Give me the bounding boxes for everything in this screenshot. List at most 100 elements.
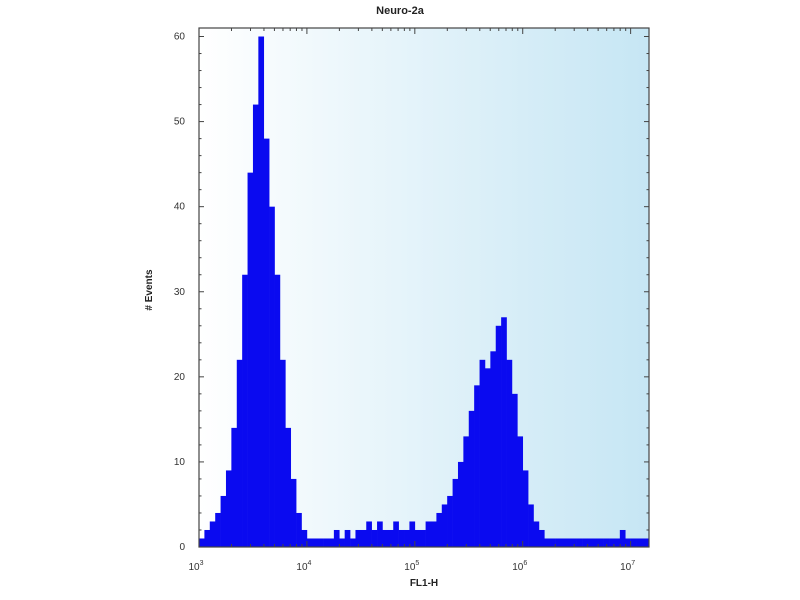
histogram-bar [598, 538, 604, 547]
histogram-bar [377, 521, 383, 547]
histogram-bar [468, 410, 475, 547]
histogram-bar [619, 529, 626, 547]
histogram-bar [393, 521, 399, 547]
histogram-bar [204, 529, 211, 547]
histogram-bar [452, 478, 459, 547]
histogram-bar [215, 512, 221, 547]
histogram-bar [457, 461, 464, 547]
histogram-bar [565, 538, 572, 547]
histogram-bar [209, 521, 216, 547]
histogram-bar [490, 351, 497, 547]
histogram-bar [506, 359, 513, 547]
histogram-bar [290, 478, 297, 547]
x-tick-label: 106 [512, 560, 527, 573]
histogram-bar [420, 529, 426, 547]
y-tick-label: 20 [174, 372, 186, 383]
histogram-bar [501, 317, 507, 547]
y-tick-label: 40 [174, 202, 186, 213]
histogram-bar [236, 359, 243, 547]
histogram-bar [463, 436, 470, 547]
y-tick-label: 0 [179, 542, 185, 553]
x-tick-label: 107 [620, 560, 635, 573]
histogram-bar [382, 529, 389, 547]
histogram-bar [344, 529, 351, 547]
y-axis-label: # Events [144, 269, 155, 311]
plot-frame [198, 27, 650, 548]
histogram-bar [258, 36, 265, 547]
histogram-bar [630, 538, 637, 547]
histogram-bar [484, 368, 491, 547]
histogram-bar [549, 538, 556, 547]
histogram-bar [252, 104, 259, 548]
histogram-bar [242, 274, 248, 547]
histogram-bar [263, 138, 270, 547]
histogram-bar [404, 529, 410, 547]
y-tick-label: 10 [174, 457, 186, 468]
histogram-bar [522, 470, 529, 547]
histogram-bar [220, 495, 227, 547]
histogram-bar [560, 538, 567, 547]
histogram-bar [247, 172, 254, 547]
histogram-bar [576, 538, 583, 547]
histogram-bar [269, 206, 275, 548]
histogram-bar [447, 495, 453, 547]
x-tick-label: 105 [404, 560, 419, 573]
histogram-bar [301, 529, 308, 547]
histogram-bar [339, 538, 345, 547]
x-tick-base: 10 [404, 562, 416, 573]
y-tick-label: 50 [174, 117, 186, 128]
x-tick-base: 10 [296, 562, 308, 573]
histogram-bar [511, 393, 518, 547]
histogram-bar [425, 521, 432, 547]
histogram-bar [582, 538, 588, 547]
histogram-bar [431, 521, 437, 547]
histogram-bar [333, 529, 340, 547]
y-tick-label: 60 [174, 32, 186, 43]
histogram-bar [328, 538, 335, 547]
histogram-bar [646, 538, 650, 547]
histogram-bar [366, 521, 372, 547]
histogram-bar [587, 538, 594, 547]
x-tick-exponent: 6 [523, 560, 527, 567]
x-tick-label: 104 [296, 560, 311, 573]
histogram-bar [625, 538, 631, 547]
histogram-bar [474, 385, 480, 547]
histogram-bar [479, 359, 486, 547]
histogram-bar [398, 529, 405, 547]
histogram-bar [603, 538, 610, 547]
histogram-bar [592, 538, 599, 547]
histogram-bar [533, 521, 540, 547]
histogram-bar [274, 274, 281, 547]
histogram-bar [571, 538, 577, 547]
histogram-bar [296, 512, 302, 547]
histogram-bar [312, 538, 319, 547]
histogram-bar [387, 529, 394, 547]
histogram-bar [323, 538, 329, 547]
chart-title: Neuro-2a [376, 5, 425, 17]
x-tick-exponent: 3 [200, 560, 204, 567]
histogram-bar [199, 538, 205, 547]
histogram-bar [609, 538, 615, 547]
histogram-bar [636, 538, 642, 547]
x-axis-label: FL1-H [410, 578, 438, 589]
x-tick-exponent: 7 [631, 560, 635, 567]
histogram-bar [306, 538, 313, 547]
histogram-bar [544, 538, 550, 547]
histogram-bar [409, 521, 416, 547]
histogram-bar [414, 529, 421, 547]
histogram-bar [350, 538, 356, 547]
x-tick-base: 10 [620, 562, 632, 573]
histogram-bar [555, 538, 561, 547]
x-tick-exponent: 4 [308, 560, 312, 567]
histogram-bar [441, 504, 448, 547]
x-tick-label: 103 [188, 560, 203, 573]
histogram-bar [285, 427, 292, 547]
histogram-bar [231, 427, 238, 547]
histogram-bar [528, 504, 534, 547]
histogram-bar [614, 538, 621, 547]
histogram-bar [436, 512, 443, 547]
histogram-bar [355, 529, 362, 547]
histogram-bar [317, 538, 324, 547]
histogram-bar [495, 325, 502, 547]
